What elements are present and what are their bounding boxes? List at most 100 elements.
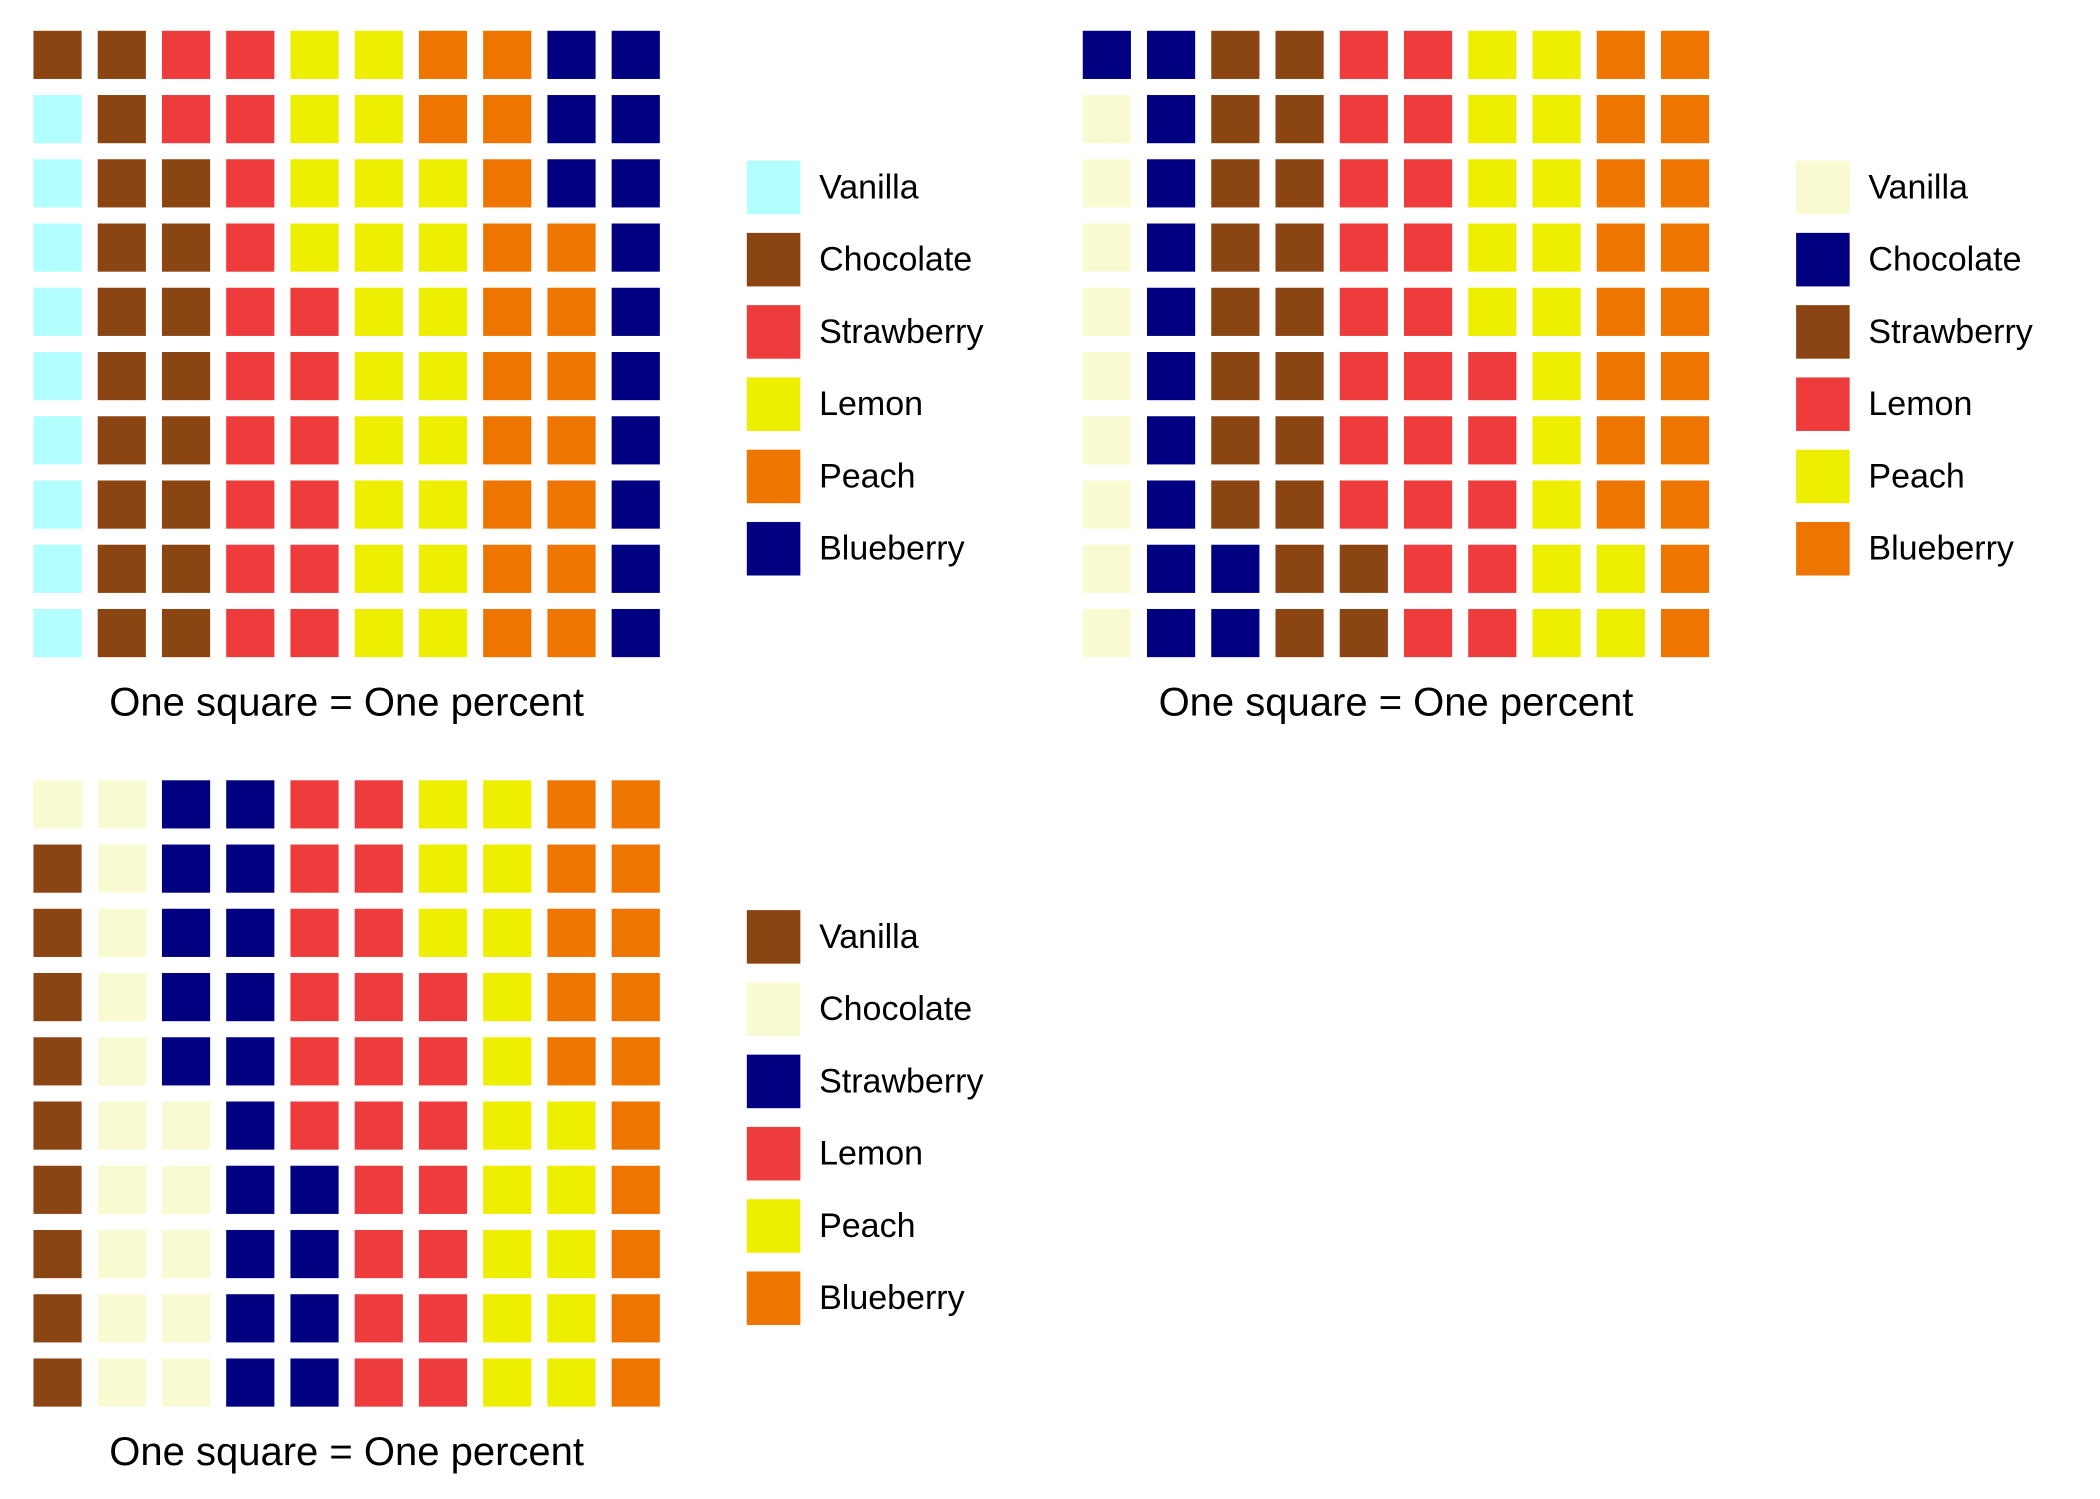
legend-item-peach: Peach — [746, 1199, 916, 1253]
waffle-square-vanilla — [33, 287, 82, 336]
waffle-square-peach — [1532, 608, 1581, 658]
waffle-square-lemon — [418, 352, 468, 401]
waffle-square-strawberry — [226, 780, 275, 829]
legend-label: Peach — [819, 1207, 915, 1245]
waffle-square-strawberry — [1275, 352, 1324, 401]
waffle-square-vanilla — [33, 1037, 82, 1086]
waffle-square-peach — [483, 159, 532, 208]
waffle-square-chocolate — [1082, 30, 1131, 79]
waffle-square-lemon — [418, 1101, 468, 1150]
waffle-square-lemon — [290, 159, 339, 208]
waffle-square-chocolate — [161, 352, 211, 401]
legend-swatch — [746, 449, 801, 504]
waffle-square-strawberry — [161, 30, 211, 79]
legend-swatch — [746, 910, 801, 964]
waffle-square-lemon — [1403, 544, 1453, 593]
waffle-square-strawberry — [161, 844, 211, 893]
waffle-square-chocolate — [97, 95, 146, 144]
waffle-square-chocolate — [97, 1294, 146, 1343]
waffle-square-peach — [483, 608, 532, 658]
waffle-square-vanilla — [33, 1165, 82, 1214]
legend-swatch — [1796, 521, 1850, 576]
waffle-square-vanilla — [33, 608, 82, 658]
waffle-square-chocolate — [1211, 608, 1260, 658]
legend-item-lemon: Lemon — [1796, 377, 1972, 431]
legend-label: Blueberry — [1868, 530, 2014, 568]
waffle-square-lemon — [1339, 223, 1388, 272]
waffle-square-peach — [483, 1037, 532, 1086]
legend-item-vanilla: Vanilla — [746, 910, 919, 964]
waffle-square-lemon — [290, 95, 339, 144]
waffle-square-vanilla — [33, 844, 82, 893]
waffle-square-blueberry — [611, 352, 660, 401]
waffle-square-strawberry — [290, 1229, 339, 1279]
waffle-square-lemon — [418, 1037, 468, 1086]
waffle-square-strawberry — [290, 352, 339, 401]
waffle-square-blueberry — [547, 908, 596, 957]
waffle-square-lemon — [354, 30, 403, 79]
waffle-square-chocolate — [97, 973, 146, 1022]
waffle-square-lemon — [290, 908, 339, 957]
waffle-square-blueberry — [611, 416, 660, 465]
waffle-square-chocolate — [1147, 223, 1196, 272]
waffle-square-lemon — [354, 352, 403, 401]
waffle-square-chocolate — [1147, 608, 1196, 658]
waffle-square-lemon — [1403, 608, 1453, 658]
waffle-square-lemon — [354, 1037, 403, 1086]
waffle-square-vanilla — [33, 1358, 82, 1407]
waffle-square-vanilla — [1082, 95, 1131, 144]
waffle-square-peach — [1532, 544, 1581, 593]
waffle-square-lemon — [354, 287, 403, 336]
waffle-square-lemon — [354, 973, 403, 1022]
waffle-square-vanilla — [33, 1294, 82, 1343]
waffle-square-vanilla — [1082, 287, 1131, 336]
waffle-square-chocolate — [97, 1165, 146, 1214]
waffle-square-lemon — [290, 223, 339, 272]
waffle-square-strawberry — [161, 780, 211, 829]
waffle-square-lemon — [354, 780, 403, 829]
waffle-square-blueberry — [547, 159, 596, 208]
waffle-square-chocolate — [97, 1229, 146, 1279]
legend-swatch — [1796, 232, 1850, 287]
waffle-square-peach — [483, 480, 532, 529]
waffle-square-strawberry — [1211, 223, 1260, 272]
waffle-square-blueberry — [1596, 287, 1645, 336]
waffle-square-lemon — [290, 30, 339, 79]
waffle-square-lemon — [1403, 159, 1453, 208]
waffle-square-blueberry — [1660, 223, 1710, 272]
waffle-square-lemon — [1339, 159, 1388, 208]
waffle-square-strawberry — [1275, 608, 1324, 658]
waffle-square-vanilla — [33, 544, 82, 593]
waffle-square-peach — [1532, 30, 1581, 79]
waffle-square-blueberry — [611, 287, 660, 336]
legend-swatch — [746, 1199, 801, 1253]
waffle-square-blueberry — [1660, 95, 1710, 144]
waffle-square-peach — [1532, 352, 1581, 401]
waffle-square-strawberry — [1339, 544, 1388, 593]
waffle-square-chocolate — [97, 908, 146, 957]
waffle-square-peach — [483, 30, 532, 79]
waffle-square-peach — [1532, 223, 1581, 272]
waffle-square-strawberry — [290, 544, 339, 593]
waffle-square-peach — [1468, 30, 1517, 79]
waffle-square-blueberry — [611, 844, 660, 893]
waffle-square-lemon — [290, 973, 339, 1022]
legend-swatch — [746, 521, 801, 576]
waffle-square-strawberry — [226, 30, 275, 79]
waffle-square-peach — [483, 1229, 532, 1279]
waffle-square-peach — [1468, 287, 1517, 336]
waffle-square-chocolate — [161, 544, 211, 593]
unit-caption: One square = One percent — [1159, 681, 1634, 725]
waffle-square-blueberry — [1596, 159, 1645, 208]
waffle-square-blueberry — [1660, 480, 1710, 529]
waffle-square-lemon — [354, 844, 403, 893]
waffle-square-strawberry — [1275, 30, 1324, 79]
waffle-square-blueberry — [1596, 223, 1645, 272]
waffle-square-peach — [483, 908, 532, 957]
waffle-square-blueberry — [611, 95, 660, 144]
legend-swatch — [746, 305, 801, 359]
waffle-square-chocolate — [33, 30, 82, 79]
legend-item-strawberry: Strawberry — [1796, 305, 2033, 359]
waffle-square-vanilla — [1082, 352, 1131, 401]
legend-label: Strawberry — [819, 1062, 983, 1100]
